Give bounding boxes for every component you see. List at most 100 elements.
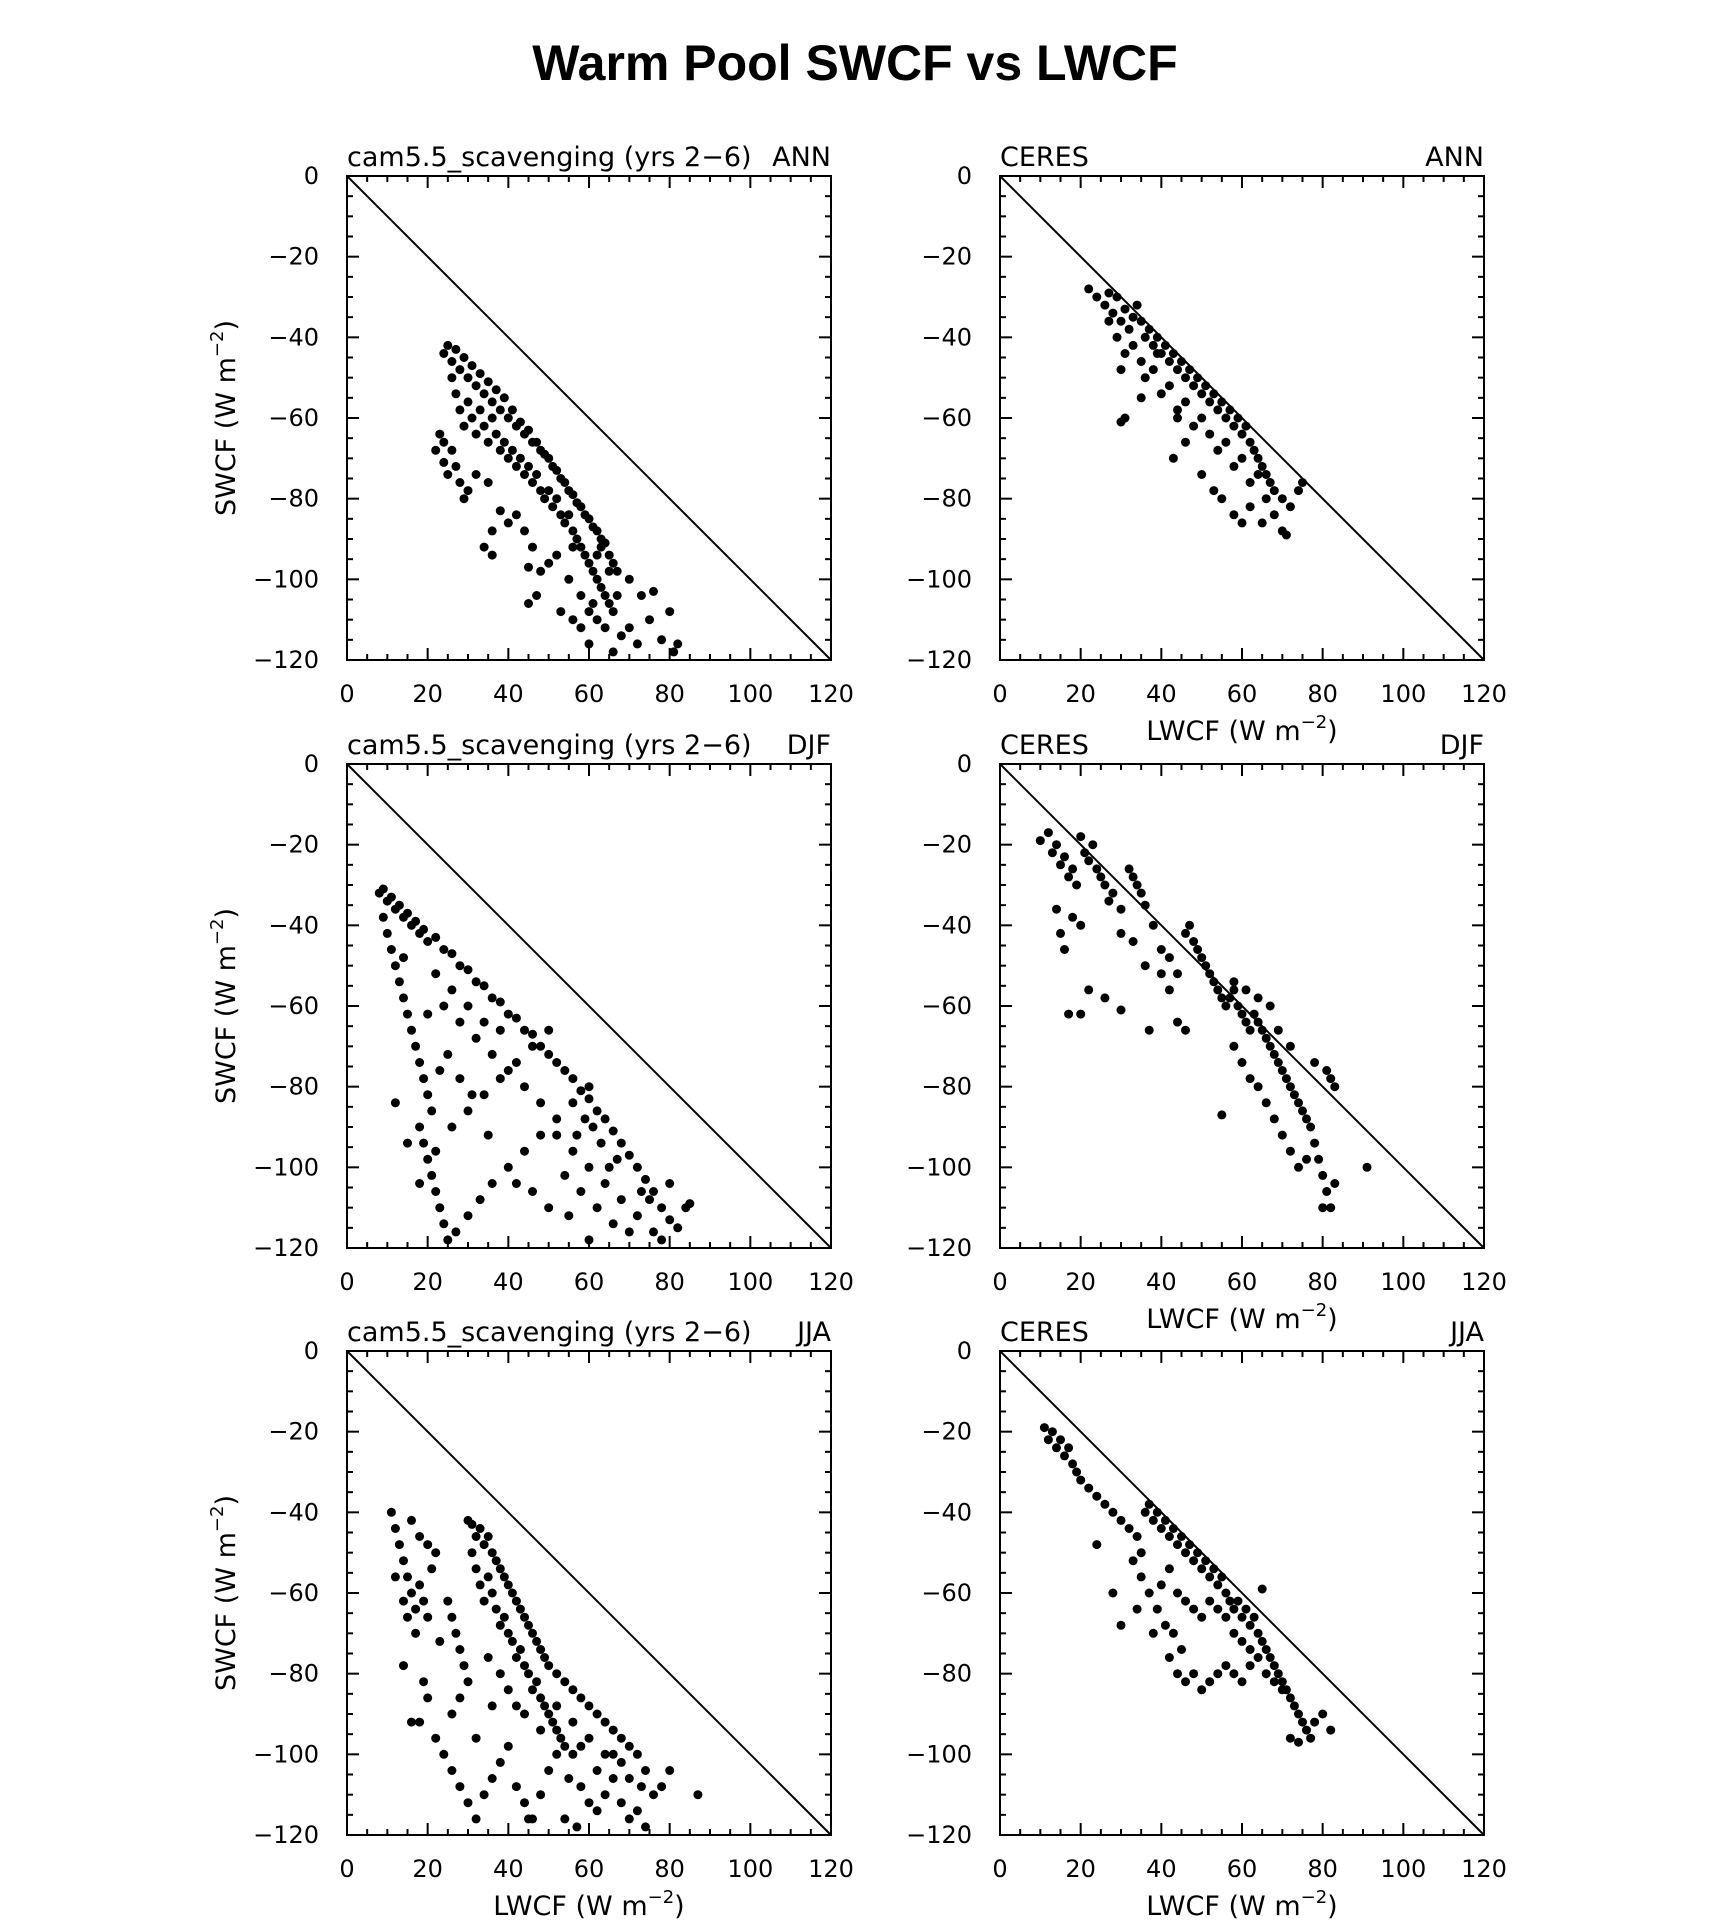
data-point <box>447 1122 457 1132</box>
x-tick-label: 80 <box>1307 1855 1338 1883</box>
data-point <box>1185 1540 1195 1550</box>
data-point <box>399 953 408 963</box>
data-point <box>552 1725 562 1735</box>
data-point <box>503 413 513 423</box>
data-point <box>608 1126 618 1136</box>
data-point <box>459 1661 469 1671</box>
data-point <box>407 1717 416 1727</box>
x-tick-label: 80 <box>1307 1268 1338 1296</box>
data-point <box>390 1524 400 1533</box>
data-point <box>1249 445 1259 455</box>
data-point <box>1197 953 1207 963</box>
x-tick-label: 120 <box>1461 1855 1507 1883</box>
data-point <box>1156 945 1166 954</box>
y-tick-label: −80 <box>268 1660 319 1688</box>
ticks <box>999 175 1485 661</box>
data-point <box>491 385 501 395</box>
data-point <box>1193 1548 1203 1558</box>
data-point <box>1160 340 1170 350</box>
data-point <box>447 1612 457 1622</box>
data-point <box>520 1661 529 1671</box>
data-point <box>451 1227 461 1237</box>
panel-cam55scavenging-ann: 0 20 40 60 80 100 120 0 −20 −40 −60 −80 −100 −120 cam5… <box>207 142 854 708</box>
data-point <box>576 1741 586 1751</box>
data-point <box>1060 1451 1069 1461</box>
x-axis-title: LWCF (W m−2) <box>1146 712 1337 747</box>
data-point <box>673 639 683 649</box>
data-point <box>536 1130 546 1140</box>
data-point <box>1257 461 1267 471</box>
data-point <box>1164 357 1174 366</box>
data-point <box>439 1749 449 1759</box>
data-point <box>584 639 594 649</box>
data-point <box>1209 1564 1219 1574</box>
data-point <box>1265 1041 1275 1051</box>
data-point <box>572 534 582 544</box>
data-point <box>1229 1669 1239 1679</box>
panel-label-left: CERES <box>1000 1317 1089 1348</box>
data-point <box>1156 1580 1166 1590</box>
data-point <box>592 615 602 625</box>
scatter-points <box>374 884 695 1245</box>
data-point <box>560 1170 570 1180</box>
data-point <box>1277 1130 1287 1140</box>
data-point <box>1148 920 1158 930</box>
data-point <box>604 599 614 608</box>
x-tick-label: 40 <box>493 1268 524 1296</box>
data-point <box>1221 413 1231 423</box>
data-point <box>1136 316 1146 326</box>
x-tick-label: 20 <box>412 1855 443 1883</box>
data-point <box>503 1580 513 1590</box>
data-point <box>1205 969 1215 979</box>
data-point <box>443 470 453 479</box>
data-point <box>564 510 574 520</box>
data-point <box>423 1090 433 1100</box>
data-point <box>390 1098 400 1108</box>
data-point <box>431 1733 441 1743</box>
data-point <box>645 615 654 625</box>
data-point <box>624 574 634 584</box>
data-point <box>1140 900 1150 910</box>
data-point <box>1124 864 1134 874</box>
data-point <box>596 542 606 552</box>
data-point <box>532 591 542 600</box>
data-point <box>1173 1540 1182 1550</box>
data-point <box>544 1766 554 1775</box>
data-point <box>459 494 469 504</box>
data-point <box>491 429 501 439</box>
y-tick-label: −100 <box>253 565 319 593</box>
data-point <box>1128 937 1138 946</box>
data-point <box>1156 969 1166 979</box>
data-point <box>1197 413 1207 423</box>
data-point <box>632 639 642 649</box>
data-point <box>439 437 449 447</box>
data-point <box>511 1058 521 1067</box>
data-point <box>1076 832 1086 842</box>
data-point <box>1241 1604 1251 1614</box>
y-tick-label: −60 <box>921 404 972 432</box>
data-point <box>386 892 396 902</box>
data-point <box>1261 1098 1271 1108</box>
data-point <box>1047 848 1057 858</box>
data-point <box>1047 1427 1057 1437</box>
data-point <box>1152 332 1162 342</box>
data-point <box>1043 1435 1053 1445</box>
data-point <box>1213 985 1223 995</box>
data-point <box>1213 1604 1223 1614</box>
data-point <box>1116 365 1126 375</box>
data-point <box>1261 470 1271 479</box>
x-tick-label: 80 <box>654 680 685 708</box>
data-point <box>1173 1669 1182 1679</box>
data-point <box>1189 421 1199 431</box>
data-point <box>1064 872 1074 882</box>
y-tick-label: −40 <box>921 911 972 939</box>
y-tick-label: 0 <box>304 162 319 190</box>
data-point <box>604 550 614 560</box>
data-point <box>584 1082 594 1092</box>
y-tick-label: −40 <box>268 1498 319 1526</box>
y-axis-title: SWCF (W m−2) <box>207 908 242 1104</box>
data-point <box>624 1814 634 1824</box>
data-point <box>528 1685 537 1695</box>
x-axis-title: LWCF (W m−2) <box>1146 1300 1337 1335</box>
data-point <box>455 961 465 971</box>
